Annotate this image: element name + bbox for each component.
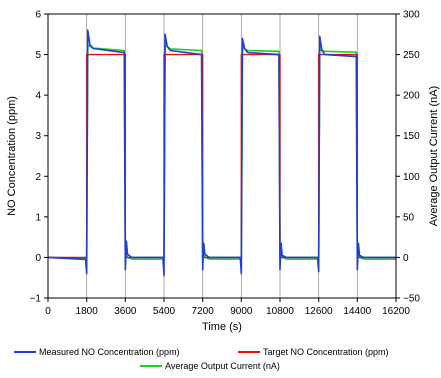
legend-label-measured: Measured NO Concentration (ppm)	[39, 347, 180, 357]
y-right-tick-label: 0	[403, 253, 409, 264]
x-tick-label: 12600	[305, 306, 333, 317]
y-right-tick-label: 100	[403, 172, 420, 183]
x-tick-label: 7200	[192, 306, 215, 317]
y-right-tick-label: 150	[403, 131, 420, 142]
y-right-tick-label: −50	[403, 294, 420, 305]
y-left-tick-label: −1	[30, 294, 42, 305]
y-right-tick-label: 250	[403, 50, 420, 61]
x-axis-title: Time (s)	[202, 321, 242, 333]
y-left-tick-label: 3	[35, 131, 41, 142]
y-left-tick-label: 5	[35, 50, 41, 61]
y-right-tick-label: 300	[403, 10, 420, 21]
x-tick-label: 3600	[114, 306, 137, 317]
legend-label-target: Target NO Concentration (ppm)	[263, 347, 389, 357]
x-axis: 0 1800 3600 5400 7200 9000 10800 12600 14400 1620…	[45, 298, 410, 317]
plot-area-frame	[47, 13, 397, 299]
y-axis-right-title: Average Output Current (nA)	[428, 86, 440, 226]
legend: Measured NO Concentration (ppm) Target N…	[14, 347, 389, 371]
y-left-tick-label: 0	[35, 253, 41, 264]
series-current-line	[47, 44, 396, 260]
y-right-tick-label: 200	[403, 91, 420, 102]
x-tick-label: 5400	[153, 306, 176, 317]
y-axis-left-title: NO Concentration (ppm)	[6, 96, 18, 216]
y-left-tick-label: 4	[35, 91, 41, 102]
x-tick-label: 16200	[382, 306, 410, 317]
y-right-tick-label: 50	[403, 212, 415, 223]
y-axis-left: −1 0 1 2 3 4 5 6	[30, 10, 48, 305]
series-measured-line	[47, 29, 396, 277]
y-left-tick-label: 2	[35, 172, 41, 183]
y-left-tick-label: 1	[35, 212, 41, 223]
series-layer	[47, 29, 396, 277]
series-target-line	[48, 53, 396, 259]
legend-label-current: Average Output Current (nA)	[165, 361, 280, 371]
x-tick-label: 10800	[266, 306, 294, 317]
x-tick-label: 1800	[76, 306, 99, 317]
y-left-tick-label: 6	[35, 10, 41, 21]
y-axis-right: −50 0 50 100 150 200 250 300	[396, 10, 420, 305]
x-tick-label: 0	[45, 306, 51, 317]
x-tick-label: 9000	[230, 306, 253, 317]
x-tick-label: 14400	[343, 306, 371, 317]
